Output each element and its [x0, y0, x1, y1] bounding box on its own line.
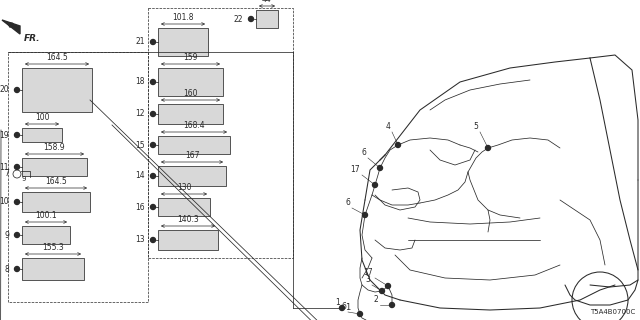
Circle shape: [150, 79, 156, 84]
Text: 100: 100: [35, 113, 49, 122]
Text: 2: 2: [373, 295, 378, 304]
Text: T5A4B0700C: T5A4B0700C: [589, 309, 635, 315]
Text: 4: 4: [385, 122, 390, 131]
Circle shape: [396, 142, 401, 148]
Bar: [158, 230, 218, 250]
Text: 167: 167: [185, 151, 199, 160]
Text: 155.3: 155.3: [42, 243, 64, 252]
Circle shape: [385, 284, 390, 289]
Text: 160: 160: [183, 89, 198, 98]
Text: 158.9: 158.9: [44, 143, 65, 152]
Text: 6: 6: [361, 148, 366, 157]
Bar: [22, 158, 87, 176]
Text: 14: 14: [136, 172, 145, 180]
Text: 168.4: 168.4: [183, 121, 205, 130]
Bar: [22, 258, 84, 280]
Text: 10: 10: [0, 197, 9, 206]
Bar: [8, 52, 148, 302]
Text: 11: 11: [0, 163, 9, 172]
Text: 159: 159: [183, 53, 198, 62]
Text: 12: 12: [136, 109, 145, 118]
Text: 19: 19: [0, 131, 9, 140]
Circle shape: [150, 39, 156, 44]
Bar: [158, 28, 208, 56]
Circle shape: [362, 212, 367, 218]
Polygon shape: [2, 20, 20, 34]
Text: 20: 20: [0, 85, 9, 94]
Text: 9: 9: [22, 176, 26, 182]
Bar: [158, 68, 223, 96]
Bar: [148, 8, 293, 258]
Circle shape: [15, 132, 19, 138]
Text: 15: 15: [136, 140, 145, 149]
Text: 9: 9: [4, 230, 9, 239]
Circle shape: [150, 204, 156, 210]
Text: 44: 44: [262, 0, 272, 4]
Text: 21: 21: [136, 37, 145, 46]
Circle shape: [150, 111, 156, 116]
Text: 6: 6: [341, 302, 346, 311]
Circle shape: [15, 87, 19, 92]
Circle shape: [248, 17, 253, 21]
Circle shape: [378, 165, 383, 171]
Circle shape: [150, 142, 156, 148]
Circle shape: [390, 302, 394, 308]
Circle shape: [150, 173, 156, 179]
Text: 5: 5: [473, 122, 478, 131]
Bar: [158, 136, 230, 154]
Bar: [22, 226, 70, 244]
Text: 17: 17: [364, 268, 373, 277]
Circle shape: [15, 199, 19, 204]
Text: 164.5: 164.5: [46, 53, 68, 62]
Bar: [158, 104, 223, 124]
Bar: [22, 128, 62, 142]
Text: 17: 17: [350, 165, 360, 174]
Circle shape: [372, 182, 378, 188]
Text: 140.3: 140.3: [177, 215, 199, 224]
Text: 101.8: 101.8: [172, 13, 194, 22]
Text: 22: 22: [234, 14, 243, 23]
Bar: [158, 166, 226, 186]
Circle shape: [358, 311, 362, 316]
Text: 6: 6: [345, 198, 350, 207]
Text: 130: 130: [177, 183, 191, 192]
Text: FR.: FR.: [24, 34, 40, 43]
Circle shape: [15, 267, 19, 271]
Text: 8: 8: [4, 265, 9, 274]
Circle shape: [15, 233, 19, 237]
Circle shape: [380, 289, 385, 293]
Circle shape: [339, 306, 344, 310]
Circle shape: [150, 237, 156, 243]
Circle shape: [15, 164, 19, 170]
Text: 164.5: 164.5: [45, 177, 67, 186]
Bar: [22, 192, 90, 212]
Text: 7: 7: [4, 170, 9, 179]
Text: 3: 3: [365, 275, 370, 284]
Circle shape: [486, 146, 490, 150]
Bar: [256, 10, 278, 28]
Text: 100.1: 100.1: [35, 211, 57, 220]
Bar: [158, 198, 210, 216]
Text: 13: 13: [136, 236, 145, 244]
Bar: [22, 68, 92, 112]
Text: 1: 1: [345, 303, 350, 313]
Text: 18: 18: [136, 77, 145, 86]
Text: 16: 16: [136, 203, 145, 212]
Text: 1: 1: [335, 298, 340, 307]
